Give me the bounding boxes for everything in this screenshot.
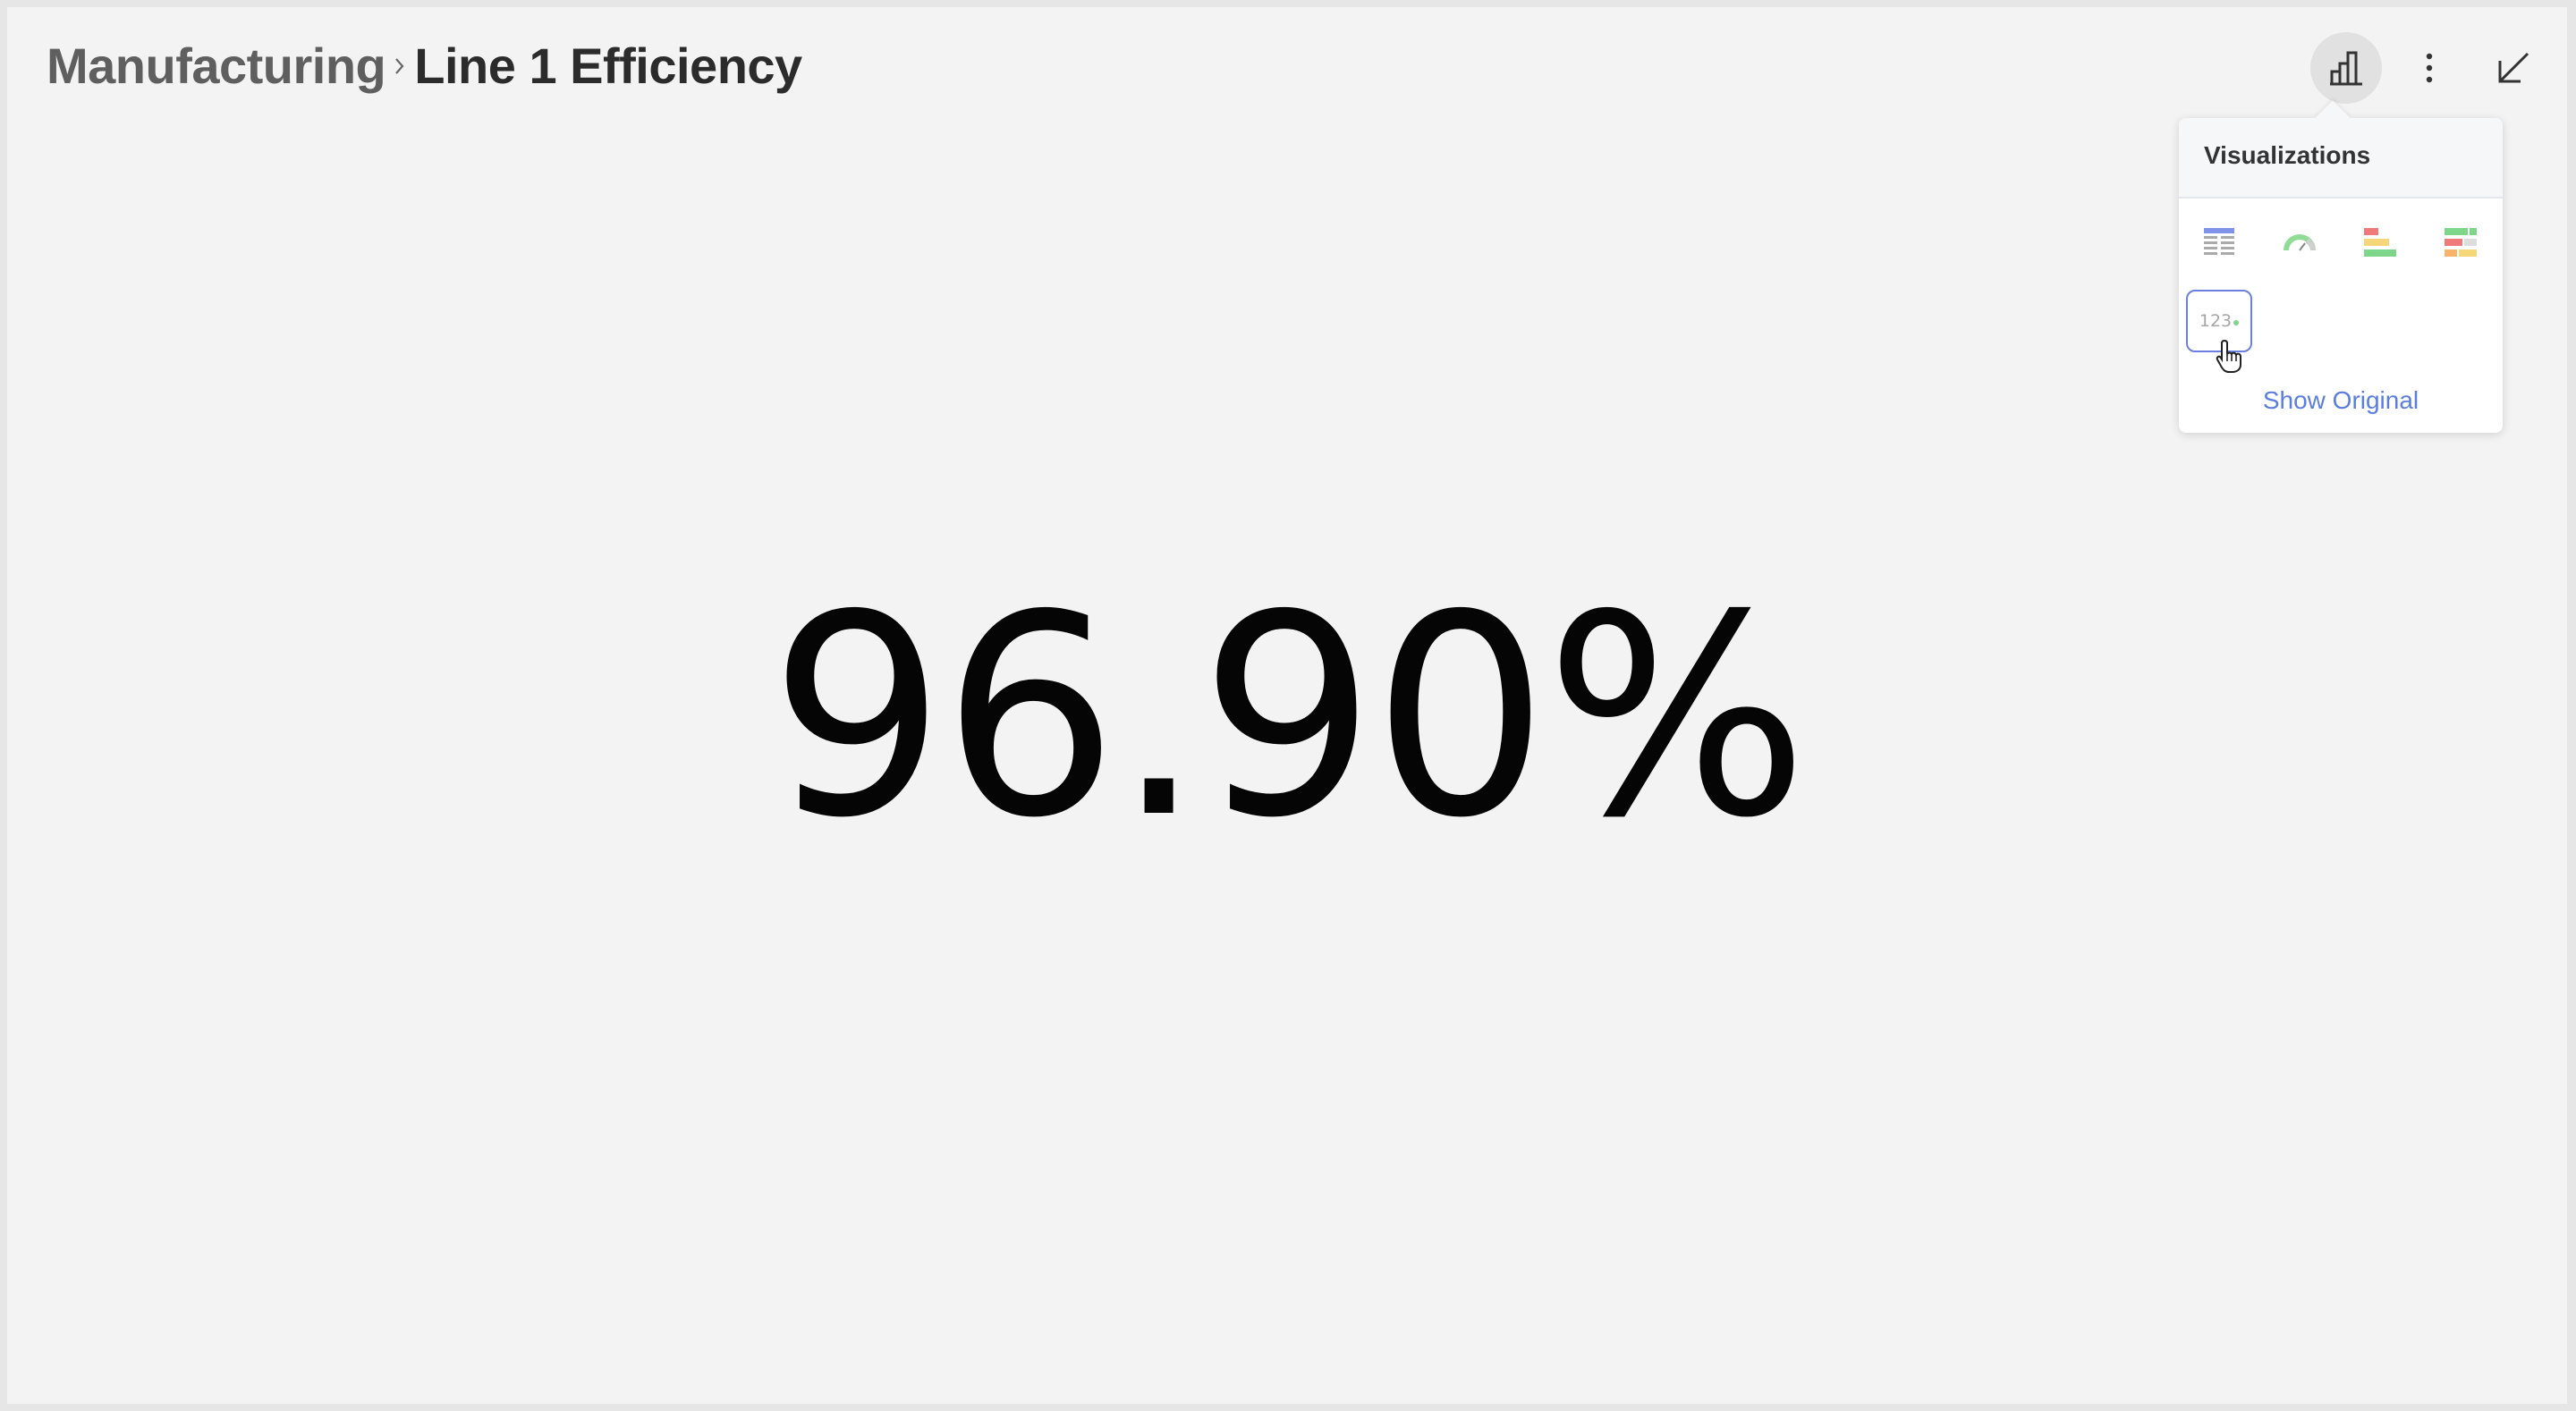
page-title: Line 1 Efficiency — [414, 37, 802, 94]
hand-pointer-cursor-icon — [2216, 339, 2241, 373]
more-options-button[interactable] — [2394, 32, 2465, 104]
collapse-arrow-icon — [2498, 52, 2529, 83]
bar-chart-icon — [2330, 51, 2362, 86]
gauge-icon — [2284, 234, 2316, 251]
text-view-icon — [2445, 228, 2477, 257]
kpi-value: 96.90% — [768, 556, 1809, 879]
collapse-button[interactable] — [2478, 32, 2549, 104]
viz-option-bullet[interactable] — [2347, 211, 2413, 274]
viz-option-kpi[interactable]: 123 — [2186, 290, 2252, 352]
show-original-link[interactable]: Show Original — [2262, 386, 2419, 414]
more-vertical-icon — [2426, 53, 2433, 83]
breadcrumb: Manufacturing Line 1 Efficiency — [47, 34, 802, 97]
popover-title: Visualizations — [2204, 141, 2371, 169]
chevron-right-icon — [386, 34, 414, 97]
popover-header: Visualizations — [2179, 118, 2503, 199]
visualizations-popover: Visualizations — [2179, 100, 2503, 433]
grid-table-icon — [2204, 228, 2234, 255]
visualizations-button[interactable] — [2310, 32, 2382, 104]
viz-option-grid[interactable] — [2186, 211, 2252, 274]
breadcrumb-parent[interactable]: Manufacturing — [47, 37, 386, 94]
viz-option-gauge[interactable] — [2267, 211, 2333, 274]
dashboard-widget-maximized: Manufacturing Line 1 Efficiency 96.90% — [7, 7, 2567, 1404]
viz-option-text-view[interactable] — [2428, 211, 2494, 274]
bullet-bars-icon — [2364, 228, 2396, 257]
kpi-number-icon-label: 123 — [2199, 311, 2233, 331]
kpi-number-icon: 123 — [2199, 311, 2240, 331]
